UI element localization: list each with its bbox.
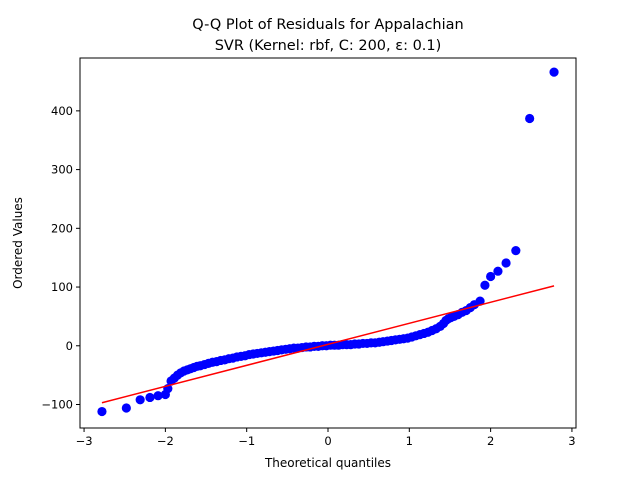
y-tick-label: 300 — [51, 163, 73, 177]
y-tick-label: 100 — [51, 280, 73, 294]
data-point — [486, 271, 496, 282]
data-point — [501, 258, 511, 268]
fit-line — [101, 285, 555, 404]
y-tick-label: 200 — [51, 221, 73, 235]
plot-frame — [79, 57, 577, 429]
data-point — [145, 392, 155, 403]
data-point — [511, 246, 521, 256]
x-tick-label: 1 — [406, 434, 413, 448]
x-tick-label: 0 — [324, 434, 331, 448]
data-point — [525, 113, 535, 124]
x-tick-label: −1 — [238, 434, 255, 448]
axes-group: −3 −2 −1 0 1 2 3 −100 0 100 200 300 400 — [41, 104, 575, 448]
data-point — [135, 395, 145, 405]
data-point — [475, 296, 485, 306]
x-tick-label: 3 — [568, 434, 575, 448]
data-point — [153, 391, 163, 401]
data-point — [549, 67, 559, 77]
x-axis-label: Theoretical quantiles — [264, 456, 391, 470]
data-point — [97, 406, 107, 417]
chart-subtitle: SVR (Kernel: rbf, C: 200, ε: 0.1) — [215, 38, 442, 54]
marks-group — [97, 67, 559, 417]
y-tick-label: 0 — [66, 339, 73, 353]
y-tick-label: −100 — [41, 398, 73, 412]
y-tick-label: 400 — [51, 104, 73, 118]
x-tick-label: −3 — [76, 434, 93, 448]
x-tick-label: 2 — [487, 434, 494, 448]
data-point — [480, 280, 490, 290]
data-point — [493, 266, 503, 276]
data-point — [121, 403, 131, 413]
y-axis-label: Ordered Values — [11, 197, 25, 289]
chart-title: Q-Q Plot of Residuals for Appalachian — [192, 17, 463, 33]
x-tick-label: −2 — [157, 434, 174, 448]
